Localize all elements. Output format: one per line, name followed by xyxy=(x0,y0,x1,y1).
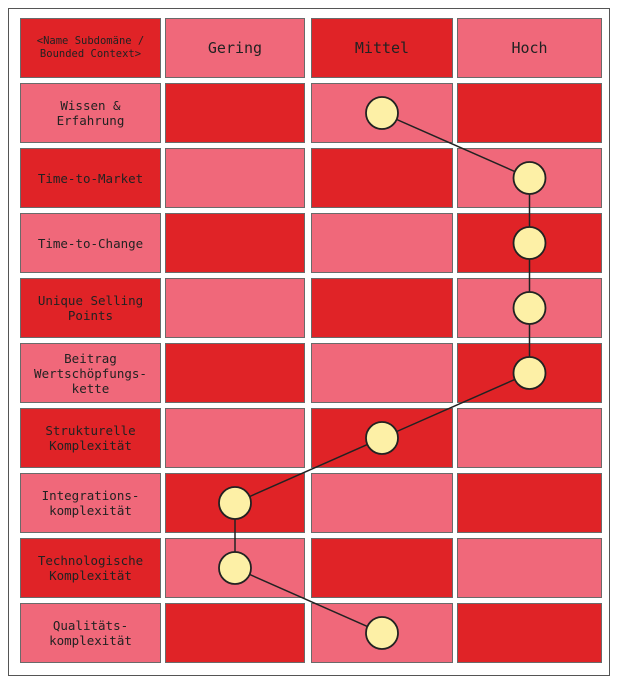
rating-cell xyxy=(457,603,602,663)
rating-cell xyxy=(311,343,453,403)
row-label-cell: Time-to-Market xyxy=(20,148,161,208)
column-header-mittel-text: Mittel xyxy=(354,39,410,57)
row-label-cell-text: Unique Selling Points xyxy=(37,293,144,323)
connector-line xyxy=(381,372,530,439)
rating-cell xyxy=(311,213,453,273)
rating-cell xyxy=(457,538,602,598)
rating-cell xyxy=(165,213,305,273)
rating-cell xyxy=(311,538,453,598)
diagram-frame xyxy=(8,8,610,676)
rating-cell xyxy=(457,408,602,468)
rating-marker xyxy=(365,96,399,130)
row-label-cell: Integrations- komplexität xyxy=(20,473,161,533)
column-header-hoch: Hoch xyxy=(457,18,602,78)
rating-cell xyxy=(311,148,453,208)
row-label-cell-text: Time-to-Market xyxy=(37,170,144,186)
row-label-cell-text: Wissen & Erfahrung xyxy=(56,98,125,128)
row-label-cell: Beitrag Wertschöpfungs- kette xyxy=(20,343,161,403)
connector-line xyxy=(234,567,383,634)
column-header-mittel: Mittel xyxy=(311,18,453,78)
row-label-cell-text: Integrations- komplexität xyxy=(41,488,140,518)
rating-cell xyxy=(165,148,305,208)
row-label-cell-text: Technologische Komplexität xyxy=(37,553,144,583)
rating-marker xyxy=(218,551,252,585)
rating-cell xyxy=(165,83,305,143)
rating-marker xyxy=(218,486,252,520)
rating-cell xyxy=(165,343,305,403)
column-header-gering: Gering xyxy=(165,18,305,78)
row-label-cell: Unique Selling Points xyxy=(20,278,161,338)
row-label-cell-text: Time-to-Change xyxy=(37,235,144,251)
corner-label-cell-text: <Name Subdomäne / Bounded Context> xyxy=(36,35,145,60)
rating-marker xyxy=(512,161,547,195)
rating-cell xyxy=(165,278,305,338)
rating-cell xyxy=(311,278,453,338)
row-label-cell: Time-to-Change xyxy=(20,213,161,273)
rating-cell xyxy=(165,408,305,468)
rating-marker xyxy=(512,291,547,325)
column-header-gering-text: Gering xyxy=(207,39,263,57)
row-label-cell: Technologische Komplexität xyxy=(20,538,161,598)
rating-marker xyxy=(365,421,399,455)
row-label-cell-text: Qualitäts- komplexität xyxy=(49,618,132,648)
row-label-cell-text: Beitrag Wertschöpfungs- kette xyxy=(34,350,147,396)
row-label-cell-text: Strukturelle Komplexität xyxy=(45,423,136,453)
rating-cell xyxy=(457,83,602,143)
corner-label-cell: <Name Subdomäne / Bounded Context> xyxy=(20,18,161,78)
row-label-cell: Qualitäts- komplexität xyxy=(20,603,161,663)
column-header-hoch-text: Hoch xyxy=(511,39,548,57)
rating-marker xyxy=(365,616,399,650)
connector-line xyxy=(381,112,530,179)
rating-cell xyxy=(311,473,453,533)
row-label-cell: Wissen & Erfahrung xyxy=(20,83,161,143)
rating-marker xyxy=(512,356,547,390)
rating-cell xyxy=(165,603,305,663)
rating-cell xyxy=(457,473,602,533)
rating-marker xyxy=(512,226,547,260)
connector-line xyxy=(234,437,383,504)
row-label-cell: Strukturelle Komplexität xyxy=(20,408,161,468)
